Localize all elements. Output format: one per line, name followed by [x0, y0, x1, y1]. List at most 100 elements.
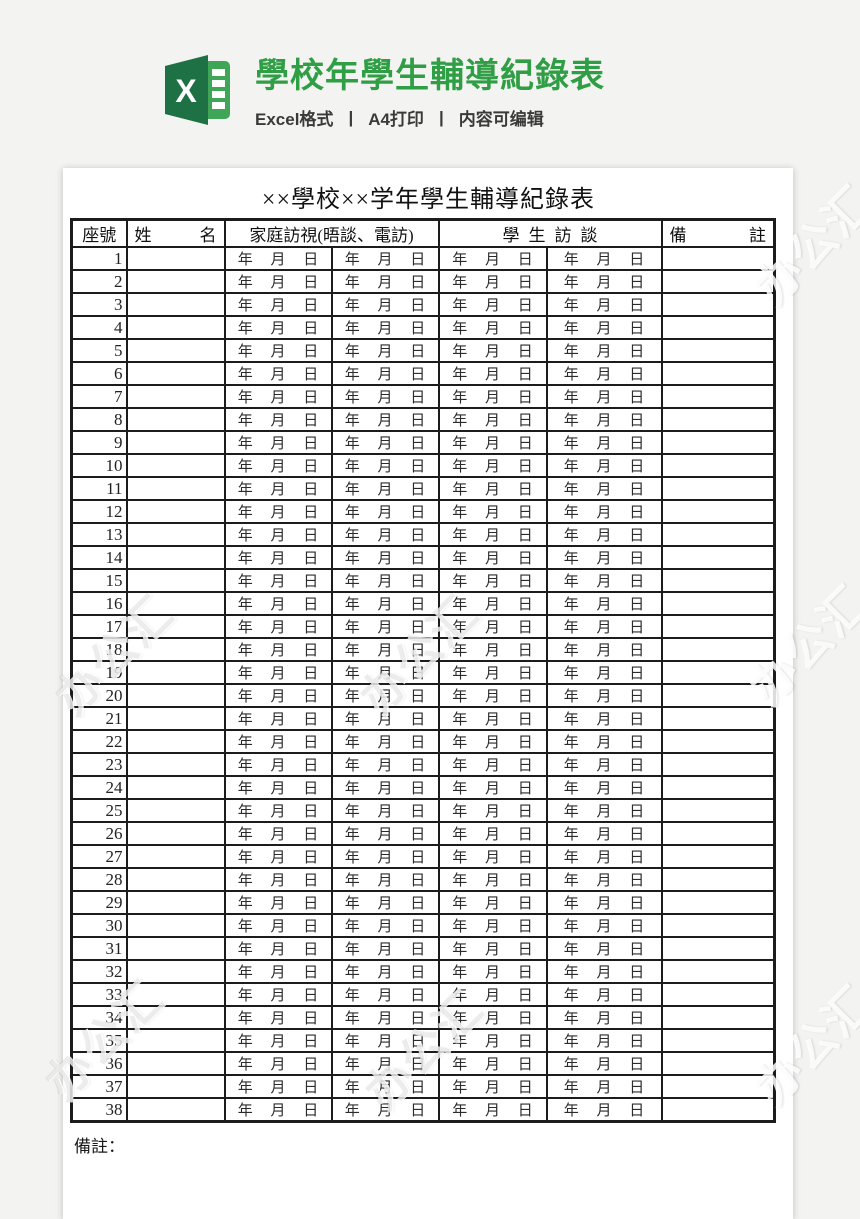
subtitle-editable: 内容可编辑 — [458, 110, 544, 129]
remark-cell — [660, 913, 776, 938]
date-cell: 年 月 日 — [545, 959, 663, 984]
remark-cell — [660, 269, 776, 294]
name-cell — [125, 821, 226, 846]
date-cell: 年 月 日 — [223, 338, 333, 363]
table-row: 29 年 月 日年 月 日年 月 日年 月 日 — [70, 890, 776, 915]
date-cell: 年 月 日 — [545, 476, 663, 501]
header-seat: 座號 — [70, 218, 128, 248]
date-cell: 年 月 日 — [330, 1074, 440, 1099]
date-cell: 年 月 日 — [330, 867, 440, 892]
name-cell — [125, 867, 226, 892]
remark-cell — [660, 867, 776, 892]
date-cell: 年 月 日 — [437, 591, 548, 616]
date-cell: 年 月 日 — [437, 752, 548, 777]
date-cell: 年 月 日 — [330, 752, 440, 777]
date-cell: 年 月 日 — [437, 959, 548, 984]
remark-cell — [660, 936, 776, 961]
table-row: 25 年 月 日年 月 日年 月 日年 月 日 — [70, 798, 776, 823]
seat-cell: 17 — [70, 614, 128, 639]
date-cell: 年 月 日 — [223, 706, 333, 731]
remark-cell — [660, 545, 776, 570]
remark-cell — [660, 522, 776, 547]
remark-cell — [660, 499, 776, 524]
name-cell — [125, 752, 226, 777]
name-cell — [125, 1051, 226, 1076]
date-cell: 年 月 日 — [437, 821, 548, 846]
remark-cell — [660, 614, 776, 639]
date-cell: 年 月 日 — [545, 1051, 663, 1076]
date-cell: 年 月 日 — [223, 269, 333, 294]
seat-cell: 9 — [70, 430, 128, 455]
seat-cell: 15 — [70, 568, 128, 593]
date-cell: 年 月 日 — [330, 338, 440, 363]
date-cell: 年 月 日 — [545, 637, 663, 662]
table-row: 37 年 月 日年 月 日年 月 日年 月 日 — [70, 1074, 776, 1099]
date-cell: 年 月 日 — [545, 568, 663, 593]
date-cell: 年 月 日 — [437, 890, 548, 915]
seat-cell: 11 — [70, 476, 128, 501]
date-cell: 年 月 日 — [545, 1005, 663, 1030]
date-cell: 年 月 日 — [437, 568, 548, 593]
remark-cell — [660, 338, 776, 363]
subtitle-separator: | — [438, 107, 444, 127]
date-cell: 年 月 日 — [545, 729, 663, 754]
header-name-left: 姓 — [134, 226, 152, 245]
date-cell: 年 月 日 — [437, 338, 548, 363]
seat-cell: 25 — [70, 798, 128, 823]
seat-cell: 35 — [70, 1028, 128, 1053]
seat-cell: 19 — [70, 660, 128, 685]
table-row: 13 年 月 日年 月 日年 月 日年 月 日 — [70, 522, 776, 547]
table-row: 12 年 月 日年 月 日年 月 日年 月 日 — [70, 499, 776, 524]
date-cell: 年 月 日 — [223, 867, 333, 892]
date-cell: 年 月 日 — [545, 292, 663, 317]
date-cell: 年 月 日 — [545, 706, 663, 731]
name-cell — [125, 890, 226, 915]
seat-cell: 7 — [70, 384, 128, 409]
date-cell: 年 月 日 — [330, 453, 440, 478]
header-student-interview: 學生訪談 — [437, 218, 663, 248]
table-row: 19 年 月 日年 月 日年 月 日年 月 日 — [70, 660, 776, 685]
table-row: 10 年 月 日年 月 日年 月 日年 月 日 — [70, 453, 776, 478]
name-cell — [125, 1028, 226, 1053]
date-cell: 年 月 日 — [545, 361, 663, 386]
remark-cell — [660, 660, 776, 685]
date-cell: 年 月 日 — [330, 729, 440, 754]
remark-cell — [660, 453, 776, 478]
date-cell: 年 月 日 — [330, 913, 440, 938]
name-cell — [125, 683, 226, 708]
table-row: 15 年 月 日年 月 日年 月 日年 月 日 — [70, 568, 776, 593]
date-cell: 年 月 日 — [223, 476, 333, 501]
date-cell: 年 月 日 — [545, 453, 663, 478]
date-cell: 年 月 日 — [330, 522, 440, 547]
date-cell: 年 月 日 — [437, 499, 548, 524]
seat-cell: 29 — [70, 890, 128, 915]
header-remark: 備 註 — [660, 218, 776, 248]
table-row: 34 年 月 日年 月 日年 月 日年 月 日 — [70, 1005, 776, 1030]
name-cell — [125, 637, 226, 662]
name-cell — [125, 545, 226, 570]
date-cell: 年 月 日 — [223, 1097, 333, 1123]
date-cell: 年 月 日 — [545, 315, 663, 340]
date-cell: 年 月 日 — [330, 1005, 440, 1030]
date-cell: 年 月 日 — [545, 545, 663, 570]
date-cell: 年 月 日 — [545, 844, 663, 869]
date-cell: 年 月 日 — [437, 706, 548, 731]
seat-cell: 24 — [70, 775, 128, 800]
name-cell — [125, 407, 226, 432]
date-cell: 年 月 日 — [223, 913, 333, 938]
remark-cell — [660, 844, 776, 869]
date-cell: 年 月 日 — [223, 959, 333, 984]
table-row: 22 年 月 日年 月 日年 月 日年 月 日 — [70, 729, 776, 754]
seat-cell: 37 — [70, 1074, 128, 1099]
name-cell — [125, 982, 226, 1007]
remark-cell — [660, 430, 776, 455]
name-cell — [125, 522, 226, 547]
date-cell: 年 月 日 — [437, 660, 548, 685]
date-cell: 年 月 日 — [223, 1028, 333, 1053]
date-cell: 年 月 日 — [437, 775, 548, 800]
remark-cell — [660, 706, 776, 731]
remark-cell — [660, 384, 776, 409]
seat-cell: 4 — [70, 315, 128, 340]
